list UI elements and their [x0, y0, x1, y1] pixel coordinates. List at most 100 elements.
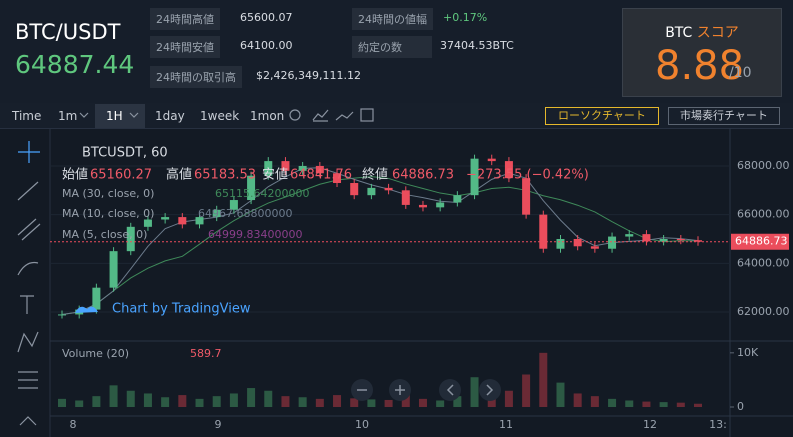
- stat-label: 24時間安値: [150, 36, 220, 58]
- ma-value: 64967.68800000: [198, 207, 292, 220]
- candle: [229, 200, 238, 210]
- ma-value: 64999.83400000: [208, 228, 302, 241]
- candle: [247, 175, 256, 201]
- price: 64887.44: [15, 50, 135, 79]
- candle-button[interactable]: ローソクチャート: [545, 107, 659, 125]
- volume-bar: [384, 399, 393, 407]
- candle: [470, 158, 479, 196]
- interval[interactable]: 1m: [58, 109, 78, 123]
- crosshair-tool[interactable]: [18, 141, 40, 163]
- stat-value: 37404.53BTC: [440, 39, 514, 52]
- volume-bar: [539, 352, 548, 407]
- volume-tick-label: 0: [737, 400, 744, 413]
- candle: [212, 209, 221, 218]
- volume-bar: [161, 397, 170, 407]
- candle: [109, 251, 118, 288]
- stat-label: 24時間の取引高: [150, 66, 242, 88]
- candle: [315, 165, 324, 174]
- indicator-icon[interactable]: [312, 109, 329, 122]
- x-tick-label: 9: [215, 418, 222, 431]
- volume-bar: [694, 403, 702, 407]
- price-tick-label: 68000.00: [737, 159, 790, 172]
- watermark: Chart by TradingView: [112, 302, 251, 317]
- save-icon[interactable]: [360, 108, 374, 122]
- dropdown-icon: [79, 112, 139, 118]
- volume-bar: [676, 402, 685, 407]
- interval[interactable]: 1week: [200, 109, 240, 123]
- interval[interactable]: 1day: [155, 109, 185, 123]
- volume-bar: [350, 398, 359, 407]
- fib-tool[interactable]: [17, 218, 41, 241]
- ohlc-value: 65183.53: [194, 168, 256, 183]
- text-tool[interactable]: [20, 295, 34, 314]
- price-tick-label: 66000.00: [737, 208, 790, 221]
- candle: [556, 238, 565, 249]
- volume-bar: [659, 402, 668, 407]
- volume-bar: [642, 401, 651, 407]
- scroll-left[interactable]: [439, 379, 461, 401]
- candle: [642, 234, 651, 242]
- collapse-tool[interactable]: [19, 416, 37, 426]
- x-tick-label: 13:: [709, 418, 727, 431]
- candle: [504, 161, 513, 179]
- measure-tool[interactable]: [18, 371, 38, 389]
- active-interval: [95, 104, 145, 128]
- volume-bar: [58, 398, 66, 407]
- ma-label: MA (5, close, 0): [62, 228, 147, 241]
- candle: [92, 287, 101, 310]
- scroll-right[interactable]: [479, 379, 501, 401]
- volume-bar: [436, 400, 445, 407]
- ohlc-value: 64841.76: [290, 168, 352, 183]
- brush-tool[interactable]: [17, 261, 39, 276]
- volume-bar: [126, 390, 135, 407]
- volume-label: Volume (20): [62, 347, 129, 360]
- pattern-tool[interactable]: [17, 331, 39, 353]
- depth-button[interactable]: 市場奏行チャート: [668, 107, 780, 125]
- ma-line: [61, 176, 699, 315]
- last-price-label: 64886.73: [735, 235, 788, 248]
- volume-bar: [608, 398, 617, 407]
- candle: [539, 214, 548, 249]
- volume-bar: [418, 398, 427, 407]
- candle: [143, 219, 152, 227]
- stat-value: +0.17%: [443, 11, 488, 24]
- x-tick-label: 10: [355, 418, 369, 431]
- score-box: BTC スコア 8.88 /10: [622, 8, 782, 97]
- interval[interactable]: 1H: [106, 109, 123, 123]
- candle: [573, 238, 582, 247]
- compare-icon[interactable]: [335, 111, 354, 121]
- ohlc-value: 64886.73: [392, 168, 454, 183]
- price-tick-label: 64000.00: [737, 256, 790, 269]
- interval[interactable]: 1mon: [250, 109, 285, 123]
- settings-icon[interactable]: [289, 109, 301, 121]
- x-tick-label: 8: [70, 418, 77, 431]
- stat-value: 64100.00: [240, 39, 293, 52]
- candle: [453, 195, 462, 203]
- candle: [590, 246, 599, 249]
- score-label: スコア: [696, 25, 739, 41]
- candle: [384, 187, 393, 191]
- candle: [487, 158, 496, 162]
- ma-label: MA (30, close, 0): [62, 187, 154, 200]
- ohlc-label: 高値: [166, 167, 192, 183]
- volume-bar: [401, 393, 410, 407]
- volume-bar: [333, 395, 342, 407]
- candle: [264, 161, 273, 176]
- score-max: /10: [729, 65, 752, 81]
- line-tool[interactable]: [17, 181, 39, 201]
- candle: [401, 190, 410, 205]
- interval[interactable]: Time: [12, 109, 42, 123]
- volume-bar: [573, 393, 582, 407]
- candle: [676, 238, 685, 241]
- volume-bar: [178, 395, 187, 407]
- volume-tick-label: 10K: [737, 346, 759, 359]
- volume-bar: [470, 377, 479, 407]
- volume-bar: [212, 396, 221, 407]
- candle: [625, 234, 634, 237]
- candle: [418, 204, 427, 208]
- stat-label: 24時間の値幅: [352, 8, 433, 30]
- volume-bar: [247, 388, 256, 407]
- ohlc-label: 始値: [62, 167, 88, 183]
- volume-bar: [556, 382, 565, 407]
